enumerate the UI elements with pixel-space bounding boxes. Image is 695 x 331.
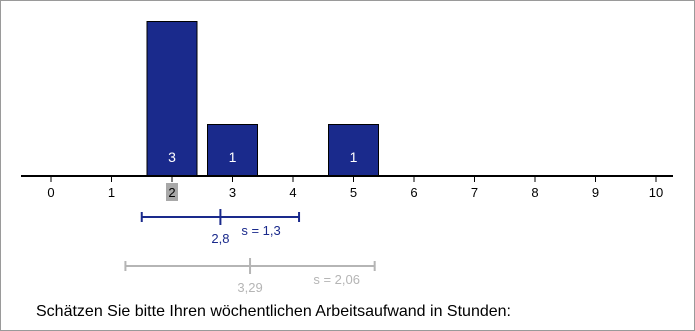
- x-tick-label-7: 7: [471, 185, 478, 200]
- question-text: Schätzen Sie bitte Ihren wöchentlichen A…: [36, 303, 511, 320]
- tick-highlight: [166, 183, 178, 201]
- bar-2: [146, 21, 198, 177]
- x-tick-label-3: 3: [229, 185, 236, 200]
- bar-5: [328, 124, 379, 177]
- x-tick-label-6: 6: [410, 185, 417, 200]
- x-tick-label-8: 8: [531, 185, 538, 200]
- x-tick-label-9: 9: [592, 185, 599, 200]
- stat-mean-label-own: 2,8: [211, 231, 229, 246]
- x-tick-label-2: 2: [168, 185, 175, 200]
- x-tick-label-5: 5: [350, 185, 357, 200]
- stat-mean-label-comparison: 3,29: [237, 280, 262, 295]
- stat-sd-label-own: s = 1,3: [241, 223, 280, 238]
- x-tick-label-1: 1: [108, 185, 115, 200]
- x-tick-label-0: 0: [47, 185, 54, 200]
- histogram-chart: 3 1 10 1 2 3 4 5 6 7 8 9 102,8s = 1,33,29s = 2,06: [21, 21, 673, 295]
- bar-label-2: 3: [168, 149, 176, 165]
- x-tick-label-10: 10: [649, 185, 663, 200]
- stat-sd-label-comparison: s = 2,06: [313, 272, 360, 287]
- bar-label-5: 1: [350, 149, 358, 165]
- bar-label-3: 1: [229, 149, 237, 165]
- x-tick-label-4: 4: [289, 185, 296, 200]
